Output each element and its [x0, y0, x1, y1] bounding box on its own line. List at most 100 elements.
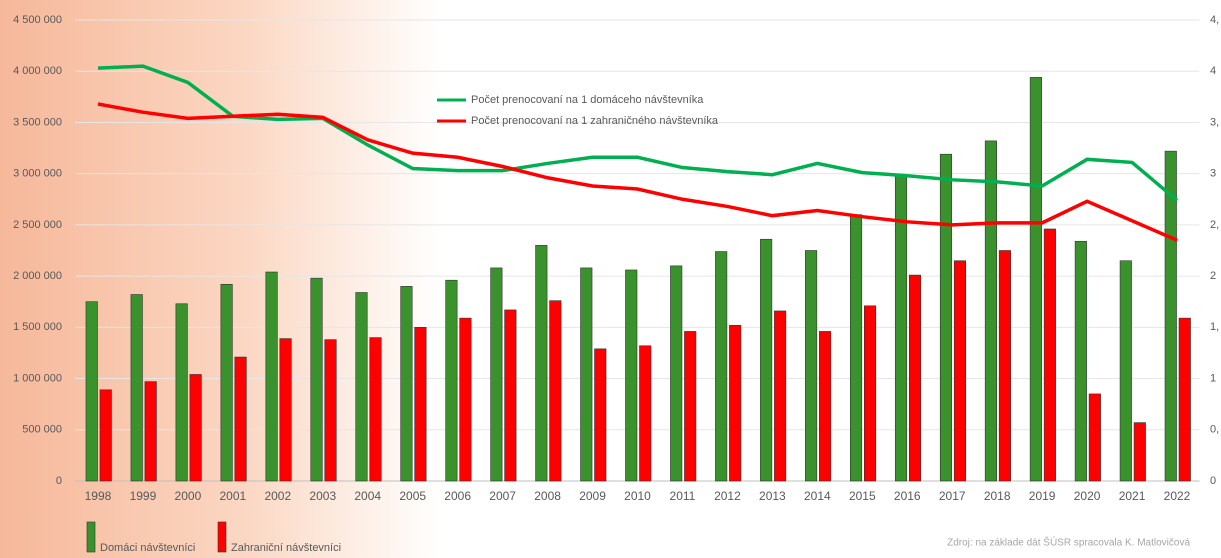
legend-swatch: [218, 522, 226, 552]
y2-tick-label: 3,: [1210, 116, 1219, 128]
y-tick-label: 1 000 000: [13, 372, 62, 384]
x-tick-label: 2004: [354, 489, 381, 503]
bar: [356, 293, 368, 481]
y2-tick-label: 2: [1210, 270, 1216, 282]
y-tick-label: 0: [56, 475, 62, 487]
bar: [536, 245, 548, 481]
y2-tick-label: 3: [1210, 168, 1216, 180]
bar: [491, 268, 503, 481]
legend-label: Domáci návštevníci: [100, 542, 195, 554]
bar: [626, 270, 638, 481]
bar: [1044, 229, 1056, 481]
bar: [729, 325, 741, 481]
bar: [774, 311, 786, 481]
x-tick-label: 2017: [939, 489, 966, 503]
bar: [415, 327, 427, 481]
x-tick-label: 2015: [849, 489, 876, 503]
bar: [1030, 77, 1042, 481]
x-tick-label: 2018: [984, 489, 1011, 503]
y-tick-label: 4 500 000: [13, 14, 62, 26]
legend-label: Počet prenocovaní na 1 domáceho návštevn…: [471, 94, 704, 106]
bar: [221, 284, 233, 481]
x-tick-label: 2003: [309, 489, 336, 503]
bar: [581, 268, 593, 481]
x-tick-label: 2001: [220, 489, 247, 503]
bar: [280, 339, 292, 481]
x-tick-label: 2010: [624, 489, 651, 503]
bar: [145, 382, 157, 481]
bar: [954, 261, 966, 481]
bar: [190, 374, 202, 481]
legend-swatch: [87, 522, 95, 552]
bar: [550, 301, 562, 481]
bar: [266, 272, 278, 481]
source: Zdroj: na základe dát ŠÚSR spracovala K.…: [947, 536, 1190, 549]
x-tick-label: 2014: [804, 489, 831, 503]
x-tick-label: 2019: [1029, 489, 1056, 503]
y2-tick-label: 4,: [1210, 14, 1219, 26]
chart: Zdroj: na základe dát ŠÚSR spracovala K.…: [0, 0, 1221, 558]
x-tick-label: 2012: [714, 489, 741, 503]
bar: [595, 349, 607, 481]
y-tick-label: 1 500 000: [13, 321, 62, 333]
bar: [805, 251, 817, 482]
bar: [999, 251, 1011, 482]
bar: [760, 239, 772, 481]
bar: [460, 318, 472, 481]
x-tick-label: 2008: [534, 489, 561, 503]
bar: [715, 252, 727, 481]
x-tick-label: 2021: [1119, 489, 1146, 503]
x-tick-label: 2006: [444, 489, 471, 503]
legend-label: Počet prenocovaní na 1 zahraničného návš…: [471, 115, 719, 127]
y2-tick-label: 0,: [1210, 424, 1219, 436]
bar: [940, 154, 952, 481]
x-tick-label: 2013: [759, 489, 786, 503]
y2-tick-label: 0: [1210, 475, 1216, 487]
line: [98, 66, 1177, 200]
legend-label: Zahraniční návštevníci: [231, 542, 341, 554]
bar: [1120, 261, 1132, 481]
bar: [864, 306, 876, 481]
bar: [850, 215, 862, 481]
bar: [985, 141, 997, 481]
x-tick-label: 2000: [175, 489, 202, 503]
bar: [1075, 241, 1087, 481]
x-tick-label: 2011: [670, 489, 696, 503]
bar: [311, 278, 323, 481]
y2-tick-label: 1: [1210, 372, 1216, 384]
x-tick-label: 1999: [130, 489, 157, 503]
bar: [370, 338, 382, 481]
bar: [1134, 423, 1146, 481]
bar: [819, 331, 831, 481]
bar: [86, 302, 98, 481]
y2-tick-label: 1,: [1210, 321, 1219, 333]
x-tick-label: 2007: [489, 489, 516, 503]
bar: [909, 275, 921, 481]
x-tick-label: 2020: [1074, 489, 1101, 503]
y-tick-label: 3 000 000: [13, 168, 62, 180]
x-tick-label: 2005: [399, 489, 426, 503]
x-tick-label: 2002: [264, 489, 291, 503]
bar: [670, 266, 682, 481]
y2-tick-label: 4: [1210, 65, 1216, 77]
x-tick-label: 2009: [579, 489, 606, 503]
bar: [325, 340, 337, 481]
bar: [401, 286, 413, 481]
y-tick-label: 4 000 000: [13, 65, 62, 77]
bar: [1089, 394, 1101, 481]
bar: [446, 280, 458, 481]
y-tick-label: 500 000: [22, 424, 62, 436]
y-tick-label: 2 500 000: [13, 219, 62, 231]
y2-tick-label: 2,: [1210, 219, 1219, 231]
x-tick-label: 2016: [894, 489, 921, 503]
bar: [505, 310, 517, 481]
bar: [131, 295, 143, 481]
bar: [176, 304, 188, 481]
bar: [1179, 318, 1191, 481]
x-tick-label: 1998: [85, 489, 112, 503]
bar: [235, 357, 247, 481]
bar: [684, 331, 696, 481]
x-tick-label: 2022: [1164, 489, 1191, 503]
y-tick-label: 2 000 000: [13, 270, 62, 282]
y-tick-label: 3 500 000: [13, 116, 62, 128]
